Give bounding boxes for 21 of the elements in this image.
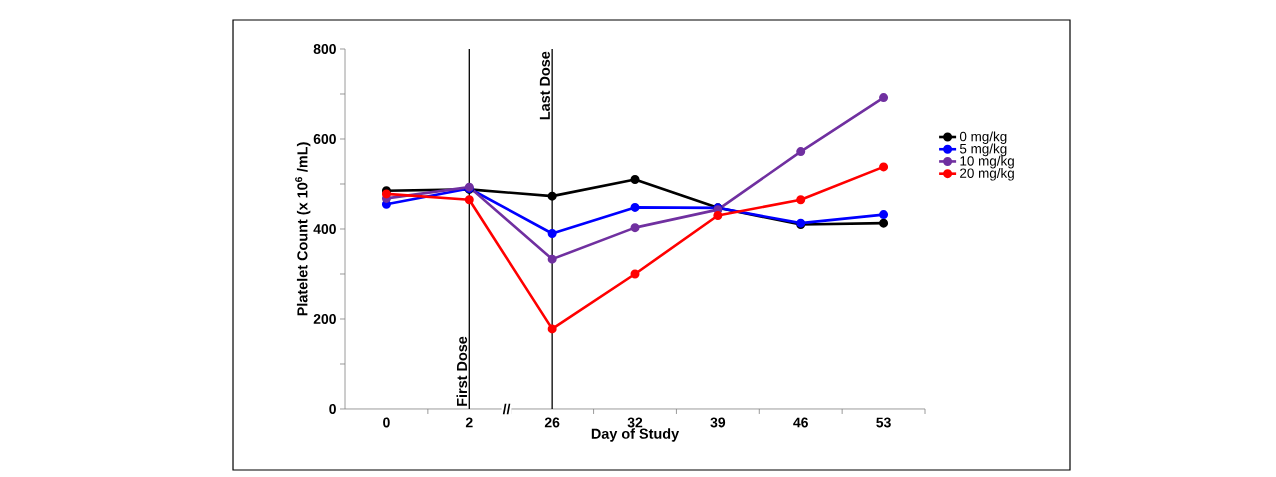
y-axis-title: Platelet Count (x 10$^{6}$ /mL) bbox=[295, 142, 311, 316]
y-tick-label: 600 bbox=[313, 134, 336, 144]
x-tick-label: 26 bbox=[544, 417, 560, 428]
y-tick-label: 800 bbox=[313, 44, 336, 54]
x-tick-label: 46 bbox=[793, 417, 808, 428]
y-tick-label: 200 bbox=[313, 314, 336, 324]
legend-label: 20 mg/kg bbox=[960, 168, 1014, 181]
legend-label: 0 mg/kg bbox=[959, 131, 1007, 144]
y-tick-label: 400 bbox=[313, 224, 336, 234]
x-axis-title: Day of Study bbox=[591, 428, 680, 442]
x-tick-label: 0 bbox=[383, 417, 390, 428]
x-tick-label: 39 bbox=[710, 417, 726, 428]
annotation: // bbox=[502, 403, 511, 415]
legend-label: 10 mg/kg bbox=[960, 155, 1014, 169]
x-tick-label: 32 bbox=[627, 417, 643, 428]
legend-label: 5 mg/kg bbox=[959, 143, 1007, 157]
ref-line-label: First Dose bbox=[456, 336, 468, 406]
x-tick-label: 2 bbox=[465, 417, 473, 428]
x-tick-label: 53 bbox=[876, 417, 891, 428]
y-tick-label: 0 bbox=[329, 404, 336, 414]
ref-line-label: Last Dose bbox=[539, 51, 550, 120]
